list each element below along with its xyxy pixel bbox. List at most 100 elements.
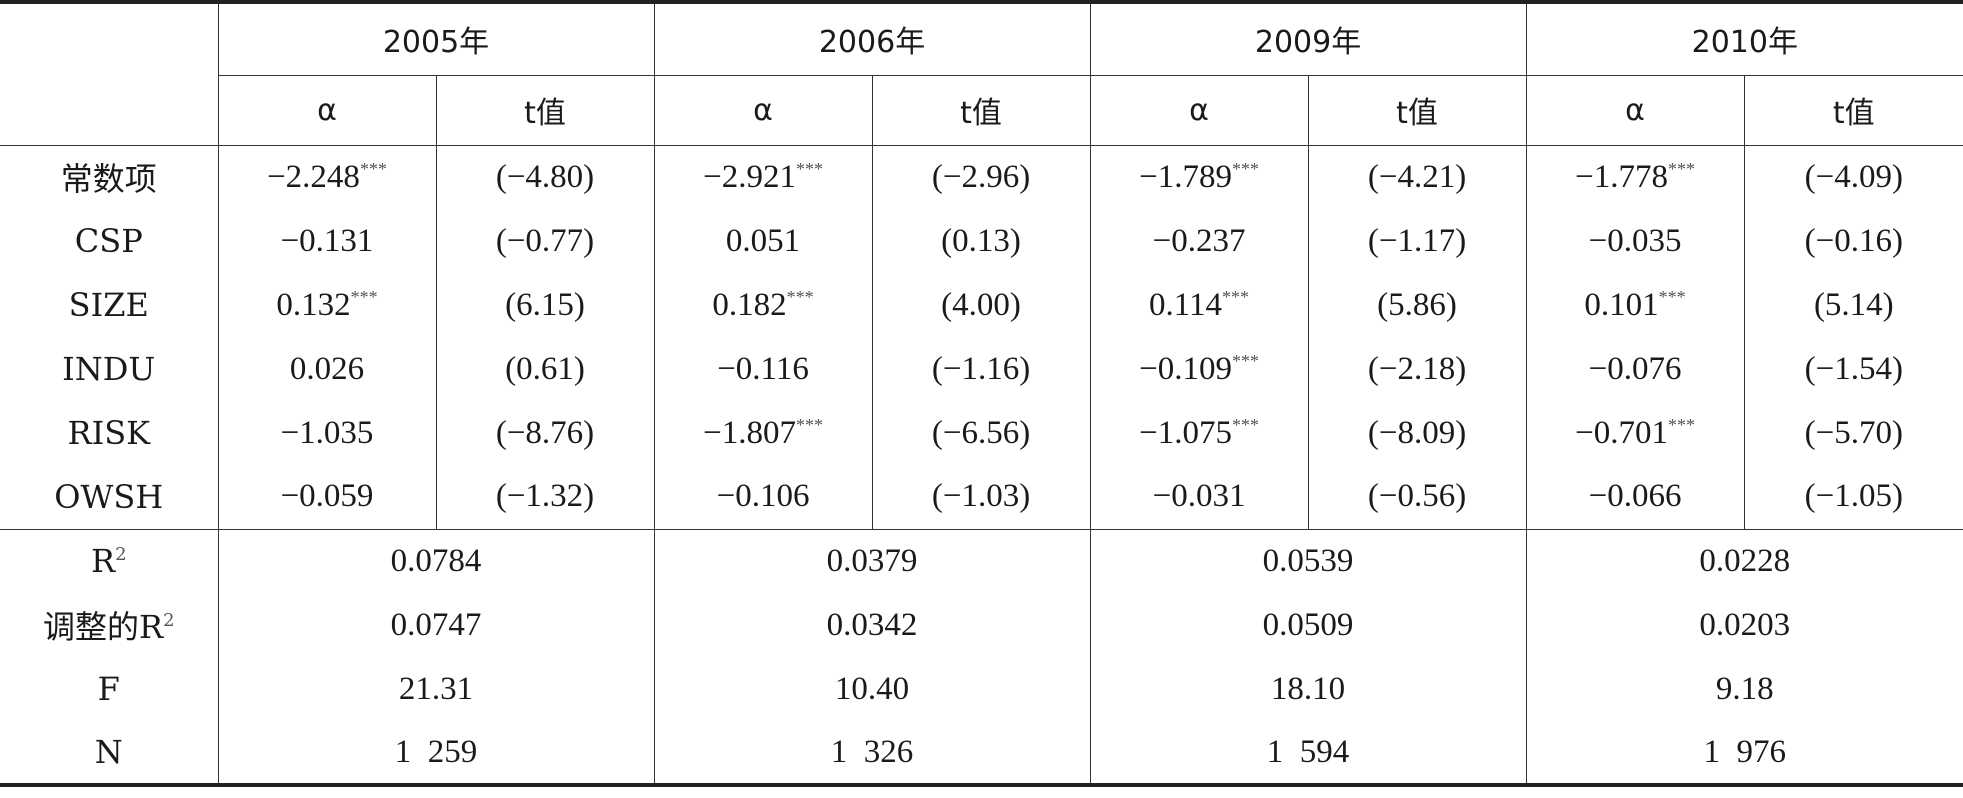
stat-value: 10.40 [653,657,1091,721]
stat-value: 0.0784 [217,529,655,593]
coef-cell: −2.921*** [653,145,873,209]
significance: *** [1222,286,1250,307]
coef-value: 0.026 [289,350,365,387]
stat-value: 0.0379 [653,529,1091,593]
stat-value: 0.0509 [1089,593,1527,657]
t-value: (0.61) [435,337,655,401]
corner-cell [0,2,218,146]
row-label: CSP [74,222,143,260]
coef-cell: −1.035 [217,401,436,465]
coef-value: −0.109 [1139,350,1232,387]
coef-cell: 0.101*** [1525,273,1745,337]
t-value: (−1.54) [1743,337,1963,401]
coef-value: 0.051 [725,222,801,259]
coef-row: INDU 0.026 (0.61) −0.116 (−1.16) −0.109*** (−2… [0,337,1963,401]
stat-value: 21.31 [217,657,655,721]
coef-value: −2.248 [267,158,360,195]
stat-value: 0.0203 [1525,593,1963,657]
t-value: (−1.16) [871,337,1091,401]
t-value: (−1.05) [1743,465,1963,530]
coef-value: −0.701 [1575,414,1668,451]
coef-row: RISK −1.035 (−8.76) −1.807*** (−6.56) −1.075*… [0,401,1963,465]
significance: *** [1231,350,1259,371]
label-sup: 2 [163,610,175,631]
coef-cell: 0.132*** [217,273,436,337]
t-value: (−1.17) [1307,209,1527,273]
significance: *** [350,286,378,307]
stat-value: 0.0228 [1525,529,1963,593]
significance: *** [1667,158,1695,179]
sub-header: t值 [435,75,655,146]
row-label: R2 [0,529,218,593]
t-value: (−8.09) [1307,401,1527,465]
coef-cell: −0.106 [653,465,873,530]
significance: *** [786,286,814,307]
stat-value: 18.10 [1089,657,1527,721]
significance: *** [359,158,387,179]
stat-value: 0.0342 [653,593,1091,657]
t-value: (5.86) [1307,273,1527,337]
significance: *** [1231,158,1259,179]
row-label: INDU [62,350,156,388]
sub-header: t值 [1307,75,1527,146]
stat-row: F 21.31 10.40 18.10 9.18 [0,657,1963,721]
t-value: (−4.09) [1743,145,1963,209]
coef-cell: −0.031 [1089,465,1309,530]
row-label: F [0,657,218,721]
label-sup: 2 [115,544,127,566]
significance: *** [1667,414,1695,435]
t-value: (−4.21) [1307,145,1527,209]
t-value: (4.00) [871,273,1091,337]
coef-cell: −1.789*** [1089,145,1309,209]
stat-row: 调整的R2 0.0747 0.0342 0.0509 0.0203 [0,593,1963,657]
row-label: SIZE [68,286,149,324]
t-value: (0.13) [871,209,1091,273]
coef-cell: −1.075*** [1089,401,1309,465]
stat-value: 1 259 [217,721,655,785]
coef-cell: −0.237 [1089,209,1309,273]
significance: *** [1231,414,1259,435]
year-header: 2009年 [1089,2,1527,76]
significance: *** [1658,286,1686,307]
label-text: 调整的R [42,608,164,646]
year-header: 2010年 [1525,2,1963,76]
label-text: R [90,542,116,581]
stat-value: 1 326 [653,721,1091,785]
coef-value: −1.075 [1139,414,1232,451]
row-label: OWSH [0,465,218,530]
stat-value: 1 594 [1089,721,1527,785]
coef-row: SIZE 0.132*** (6.15) 0.182*** (4.00) 0.114***… [0,273,1963,337]
coef-value: −2.921 [703,158,796,195]
coef-value: −0.131 [280,222,374,259]
year-header: 2006年 [653,2,1091,76]
t-value: (−5.70) [1743,401,1963,465]
row-label: N [0,721,218,785]
stat-value: 9.18 [1525,657,1963,721]
year-header: 2005年 [217,2,655,76]
coef-value: −0.106 [716,478,810,515]
stat-value: 1 976 [1525,721,1963,785]
coef-row: CSP −0.131 (−0.77) 0.051 (0.13) −0.237 (−1.17)… [0,209,1963,273]
coef-cell: −1.778*** [1525,145,1745,209]
row-label: RISK [67,414,151,452]
t-value: (−1.32) [435,465,655,530]
sub-header: α [1525,75,1745,146]
coef-value: −0.066 [1588,478,1682,515]
coef-value: −0.035 [1588,222,1682,259]
coef-cell: −1.807*** [653,401,873,465]
coef-row: 常数项 −2.248*** (−4.80) −2.921*** (−2.96) −1.78… [0,145,1963,209]
t-value: (5.14) [1743,273,1963,337]
stat-row: N 1 259 1 326 1 594 1 976 [0,721,1963,785]
row-label: 调整的R2 [0,593,218,657]
significance: *** [795,158,823,179]
significance: *** [795,414,823,435]
coef-cell: −0.701*** [1525,401,1745,465]
coef-cell: −0.116 [653,337,873,401]
coef-value: −1.807 [703,414,796,451]
coef-cell: −0.131 [217,209,436,273]
coef-cell: −0.035 [1525,209,1745,273]
stat-row: R2 0.0784 0.0379 0.0539 0.0228 [0,529,1963,593]
label-text: N [94,733,123,771]
coef-cell: 0.182*** [653,273,873,337]
coef-value: −1.035 [280,414,374,451]
